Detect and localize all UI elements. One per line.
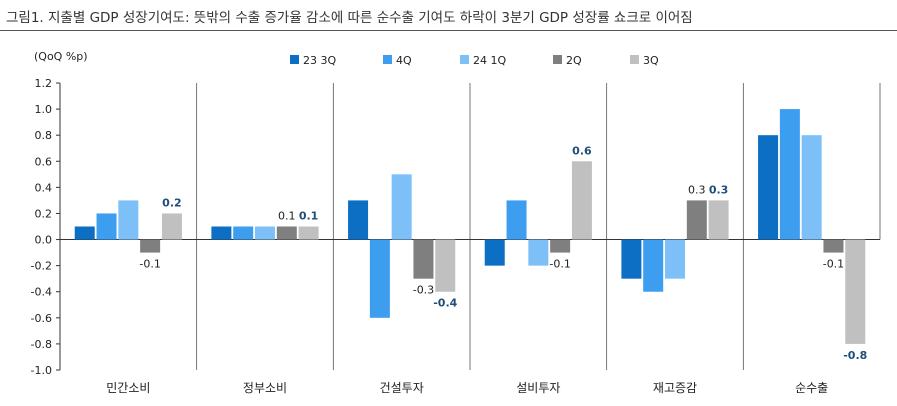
bar-2-2 xyxy=(233,226,254,240)
bar-1-5 xyxy=(161,213,182,240)
bar-5-4 xyxy=(686,200,707,240)
data-label: -0.1 xyxy=(139,258,160,271)
y-tick-label: 0.0 xyxy=(35,234,53,247)
category-label: 정부소비 xyxy=(243,381,287,395)
legend-label: 4Q xyxy=(396,54,412,67)
data-label: 0.3 xyxy=(709,183,729,196)
y-tick-label: 1.0 xyxy=(35,103,53,116)
data-label: -0.3 xyxy=(413,284,434,297)
title-bar: 그림1. 지출별 GDP 성장기여도: 뜻밖의 수출 증가율 감소에 따른 순수… xyxy=(0,0,897,26)
bar-2-4 xyxy=(276,226,297,240)
y-tick-label: 1.2 xyxy=(35,77,53,90)
bar-2-3 xyxy=(255,226,275,240)
chart-title: 그림1. 지출별 GDP 성장기여도: 뜻밖의 수출 증가율 감소에 따른 순수… xyxy=(6,10,693,26)
bar-3-5 xyxy=(435,239,456,292)
bar-3-3 xyxy=(391,174,412,240)
data-label: -0.8 xyxy=(843,349,867,362)
bars xyxy=(74,109,866,344)
bar-4-5 xyxy=(571,161,592,240)
bar-5-1 xyxy=(621,239,642,279)
y-tick-label: 0.4 xyxy=(35,181,53,194)
data-label: 0.3 xyxy=(688,183,706,196)
data-label: -0.1 xyxy=(823,258,844,271)
y-tick-label: 0.2 xyxy=(35,207,53,220)
bar-3-1 xyxy=(348,200,369,240)
data-labels: -0.1 0.2 0.1 0.1 -0.3-0.4 -0.1 0.6 0.3 0.3 -0.1 -0… xyxy=(139,144,867,362)
legend-label: 24 1Q xyxy=(473,54,506,67)
legend: 23 3Q 4Q 24 1Q 2Q 3Q xyxy=(290,54,659,67)
legend-label: 2Q xyxy=(566,54,582,67)
category-label: 재고증감 xyxy=(653,381,697,395)
data-label: -0.4 xyxy=(433,297,457,310)
x-axis-categories: 민간소비 정부소비 건설투자 설비투자 재고증감 순수출 xyxy=(106,381,828,395)
category-label: 건설투자 xyxy=(380,381,424,395)
y-tick-label: -0.6 xyxy=(31,312,52,325)
bar-5-3 xyxy=(665,239,685,279)
y-unit-label: (QoQ %p) xyxy=(34,50,88,63)
bar-6-5 xyxy=(845,239,866,344)
bar-6-1 xyxy=(758,135,779,240)
bar-4-4 xyxy=(550,239,571,253)
bar-5-5 xyxy=(708,200,729,240)
legend-swatch xyxy=(460,55,469,64)
data-label: 0.6 xyxy=(572,144,592,157)
bar-1-3 xyxy=(118,200,139,240)
legend-label: 23 3Q xyxy=(303,54,336,67)
category-label: 순수출 xyxy=(795,381,828,395)
category-label: 민간소비 xyxy=(106,381,150,395)
bar-1-4 xyxy=(140,239,161,253)
legend-swatch xyxy=(630,55,639,64)
data-label: 0.2 xyxy=(162,196,182,209)
bar-4-3 xyxy=(528,239,549,266)
y-tick-label: -0.4 xyxy=(31,286,52,299)
y-tick-label: -1.0 xyxy=(31,364,52,377)
data-label: 0.1 xyxy=(299,210,319,223)
y-tick-label: -0.8 xyxy=(31,338,52,351)
y-tick-label: 0.8 xyxy=(35,129,53,142)
legend-swatch xyxy=(290,55,299,64)
y-axis: 1.2 1.0 0.8 0.6 0.4 0.2 0.0 -0.2 -0.4 -0.6 -0.8 -1.… xyxy=(31,77,880,377)
bar-4-1 xyxy=(484,239,505,266)
bar-4-2 xyxy=(506,200,527,240)
bar-6-3 xyxy=(801,135,822,240)
data-label: 0.1 xyxy=(278,210,296,223)
bar-1-2 xyxy=(96,213,117,240)
y-tick-label: -0.2 xyxy=(31,260,52,273)
bar-2-1 xyxy=(211,226,232,240)
category-label: 설비투자 xyxy=(516,381,560,395)
bar-1-1 xyxy=(74,226,95,240)
title-divider xyxy=(0,30,897,31)
bar-6-2 xyxy=(779,109,800,240)
bar-5-2 xyxy=(643,239,664,292)
data-label: -0.1 xyxy=(549,258,570,271)
bar-3-4 xyxy=(413,239,434,279)
legend-swatch xyxy=(383,55,392,64)
legend-label: 3Q xyxy=(643,54,659,67)
bar-3-2 xyxy=(369,239,390,318)
y-tick-label: 0.6 xyxy=(35,155,53,168)
bar-2-5 xyxy=(298,226,319,240)
category-dividers xyxy=(196,83,881,370)
legend-swatch xyxy=(553,55,562,64)
bar-6-4 xyxy=(823,239,844,253)
